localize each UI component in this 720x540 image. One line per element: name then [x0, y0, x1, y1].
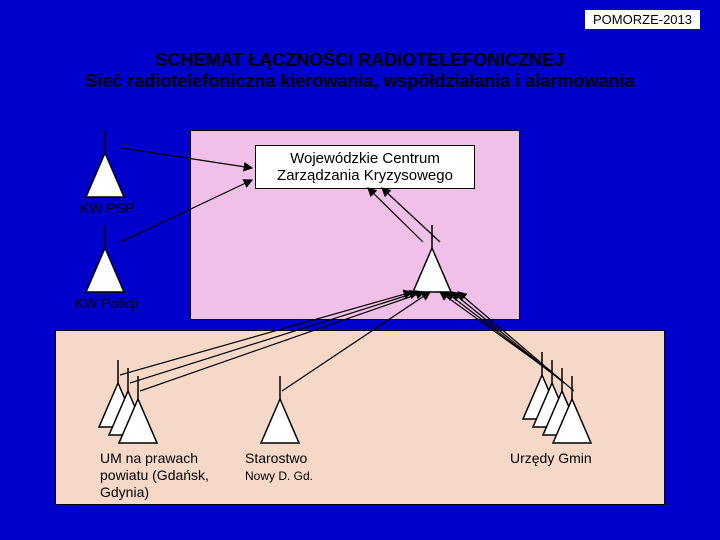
label-um-l3: Gdynia)	[100, 484, 149, 500]
label-starostwo: Starostwo Nowy D. Gd.	[245, 450, 313, 484]
header-label: POMORZE-2013	[585, 10, 700, 29]
title-line2: Sieć radiotelefoniczna kierowania, współ…	[0, 71, 720, 92]
triangle-kwpsp	[86, 130, 124, 197]
label-um-l2: powiatu (Gdańsk,	[100, 467, 209, 483]
label-kwpsp: KW PSP	[80, 200, 134, 216]
center-org-box: Wojewódzkie Centrum Zarządzania Kryzysow…	[255, 145, 475, 189]
label-kwpolicji: KW Policji	[75, 295, 138, 311]
label-um: UM na prawach powiatu (Gdańsk, Gdynia)	[100, 450, 209, 500]
title-line1: SCHEMAT ŁĄCZNOŚCI RADIOTELEFONICZNEJ	[0, 50, 720, 71]
label-um-l1: UM na prawach	[100, 450, 198, 466]
title-block: SCHEMAT ŁĄCZNOŚCI RADIOTELEFONICZNEJ Sie…	[0, 50, 720, 92]
center-line2: Zarządzania Kryzysowego	[277, 167, 453, 184]
label-urzedy: Urzędy Gmin	[510, 450, 592, 466]
triangle-kwpolicji	[86, 225, 124, 292]
label-starostwo-l2: Nowy D. Gd.	[245, 469, 313, 483]
diagram-area: Wojewódzkie Centrum Zarządzania Kryzysow…	[0, 120, 720, 540]
center-line1: Wojewódzkie Centrum	[290, 150, 440, 167]
label-starostwo-l1: Starostwo	[245, 450, 307, 466]
